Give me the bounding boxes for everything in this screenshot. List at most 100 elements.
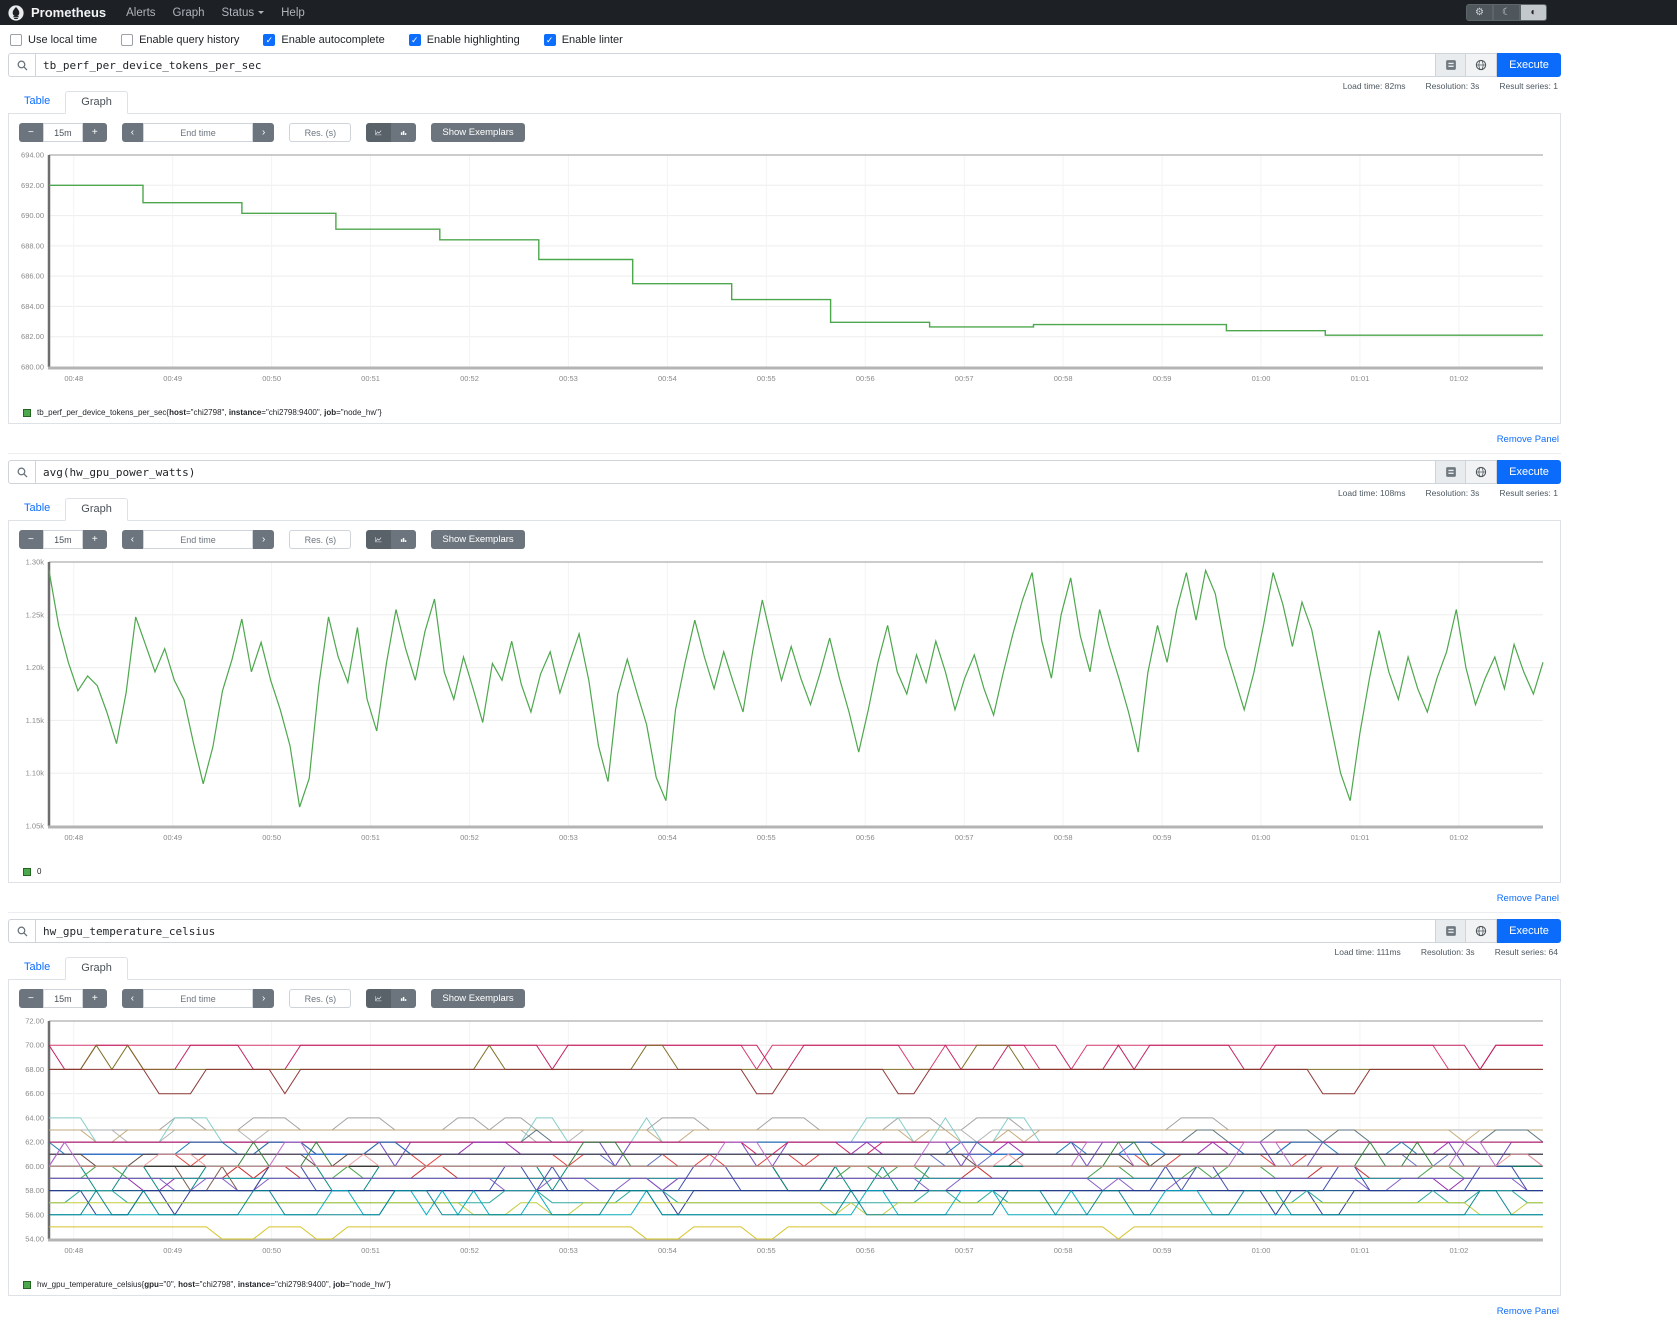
range-increase-button[interactable]: + [82, 123, 107, 142]
svg-text:00:57: 00:57 [955, 1246, 974, 1255]
option-enable-autocomplete[interactable]: ✓ Enable autocomplete [263, 34, 385, 46]
svg-text:01:02: 01:02 [1450, 1246, 1469, 1255]
execute-button[interactable]: Execute [1497, 460, 1561, 484]
svg-text:00:54: 00:54 [658, 1246, 677, 1255]
svg-text:62.00: 62.00 [25, 1138, 44, 1147]
legend-item[interactable]: 0 [23, 867, 1553, 876]
svg-text:00:59: 00:59 [1153, 374, 1172, 383]
execute-button[interactable]: Execute [1497, 53, 1561, 77]
nav-item-status[interactable]: Status [222, 7, 265, 19]
stacked-chart-toggle[interactable] [391, 530, 417, 549]
option-enable-query-history[interactable]: Enable query history [121, 34, 239, 46]
checkbox-checked-icon[interactable]: ✓ [408, 34, 421, 46]
show-exemplars-button[interactable]: Show Exemplars [431, 530, 525, 549]
line-chart-toggle[interactable] [366, 989, 392, 1008]
option-enable-linter[interactable]: ✓ Enable linter [543, 34, 623, 46]
range-decrease-button[interactable]: − [19, 530, 43, 549]
range-input[interactable] [42, 989, 83, 1008]
line-chart-toggle[interactable] [366, 123, 392, 142]
resolution-input[interactable] [289, 530, 352, 549]
metrics-explorer-button[interactable] [1435, 919, 1466, 943]
graph-chart[interactable]: 1.30k 1.25k 1.20k 1.15k 1.10k 1.05k 00:48 00:49… [16, 556, 1553, 856]
show-exemplars-button[interactable]: Show Exemplars [431, 989, 525, 1008]
tab-table[interactable]: Table [24, 961, 51, 973]
resolution-input[interactable] [289, 123, 352, 142]
tab-table[interactable]: Table [24, 95, 51, 107]
legend-item[interactable]: tb_perf_per_device_tokens_per_sec{host="… [23, 408, 1553, 417]
svg-text:00:52: 00:52 [460, 833, 479, 842]
graph-chart[interactable]: 72.00 70.00 68.00 66.00 64.00 62.00 60.00 58.00… [16, 1015, 1553, 1269]
stacked-chart-icon [401, 537, 407, 542]
line-chart-toggle[interactable] [366, 530, 392, 549]
nav-item-graph[interactable]: Graph [172, 6, 205, 19]
graph-controls: − + ‹ › [19, 530, 1553, 549]
query-help-button[interactable] [1466, 53, 1497, 77]
svg-text:00:50: 00:50 [262, 374, 281, 383]
range-decrease-button[interactable]: − [19, 989, 43, 1008]
tab-graph[interactable]: Graph [65, 957, 128, 980]
option-enable-highlighting[interactable]: ✓ Enable highlighting [408, 34, 520, 46]
query-help-button[interactable] [1466, 919, 1497, 943]
svg-text:00:51: 00:51 [361, 1246, 380, 1255]
option-label: Use local time [28, 34, 98, 46]
legend-label: hw_gpu_temperature_celsius{gpu="0", host… [37, 1280, 391, 1289]
checkbox-checked-icon[interactable]: ✓ [543, 34, 556, 46]
resolution-input[interactable] [289, 989, 352, 1008]
query-help-button[interactable] [1466, 460, 1497, 484]
range-decrease-button[interactable]: − [19, 123, 43, 142]
nav-item-alerts[interactable]: Alerts [126, 6, 156, 19]
end-time-input[interactable] [143, 989, 254, 1008]
query-panel: Execute Load time: 111ms Resolution: 3s … [8, 919, 1561, 1325]
theme-auto-button[interactable]: ◐ [1520, 4, 1547, 21]
svg-text:00:48: 00:48 [64, 833, 83, 842]
time-forward-button[interactable]: › [253, 123, 275, 142]
tab-table[interactable]: Table [24, 502, 51, 514]
stacked-chart-toggle[interactable] [391, 123, 417, 142]
query-stats: Load time: 111ms Resolution: 3s Result s… [8, 943, 1561, 957]
panel-tabs: Table Graph [8, 91, 1561, 114]
load-time: Load time: 111ms [1334, 947, 1401, 957]
time-forward-button[interactable]: › [253, 530, 275, 549]
stacked-chart-toggle[interactable] [391, 989, 417, 1008]
svg-text:00:58: 00:58 [1054, 833, 1073, 842]
end-time-input[interactable] [143, 123, 254, 142]
time-forward-button[interactable]: › [253, 989, 275, 1008]
expression-input[interactable] [35, 53, 1435, 77]
top-navbar: Prometheus Alerts Graph Status Help ⚙ ☾ ◐ [0, 0, 1677, 25]
execute-button[interactable]: Execute [1497, 919, 1561, 943]
end-time-input[interactable] [143, 530, 254, 549]
remove-panel-link[interactable]: Remove Panel [1496, 893, 1559, 904]
theme-dark-button[interactable]: ☾ [1493, 4, 1520, 21]
resolution: Resolution: 3s [1425, 488, 1480, 498]
svg-text:66.00: 66.00 [25, 1089, 44, 1098]
range-increase-button[interactable]: + [82, 989, 107, 1008]
chart-axis-labels: 72.00 70.00 68.00 66.00 64.00 62.00 60.00 58.00… [25, 1017, 1468, 1256]
expression-input[interactable] [35, 919, 1435, 943]
globe-icon [1475, 59, 1487, 71]
nav-item-help[interactable]: Help [281, 6, 305, 19]
svg-text:00:58: 00:58 [1054, 374, 1073, 383]
range-increase-button[interactable]: + [82, 530, 107, 549]
tab-graph[interactable]: Graph [65, 91, 128, 114]
metrics-explorer-button[interactable] [1435, 53, 1466, 77]
remove-panel-link[interactable]: Remove Panel [1496, 1306, 1559, 1317]
theme-light-button[interactable]: ⚙ [1466, 4, 1493, 21]
time-back-button[interactable]: ‹ [121, 989, 144, 1008]
time-back-button[interactable]: ‹ [121, 123, 144, 142]
app-title[interactable]: Prometheus [31, 5, 107, 20]
remove-panel-link[interactable]: Remove Panel [1496, 434, 1559, 445]
option-use-local-time[interactable]: Use local time [10, 34, 97, 46]
range-input[interactable] [42, 123, 83, 142]
checkbox-unchecked-icon[interactable] [10, 34, 22, 46]
graph-chart[interactable]: 694.00 692.00 690.00 688.00 686.00 684.00 682.… [16, 149, 1553, 397]
metrics-explorer-button[interactable] [1435, 460, 1466, 484]
expression-input[interactable] [35, 460, 1435, 484]
globe-icon [1475, 466, 1487, 478]
range-input[interactable] [42, 530, 83, 549]
checkbox-checked-icon[interactable]: ✓ [263, 34, 276, 46]
show-exemplars-button[interactable]: Show Exemplars [431, 123, 525, 142]
checkbox-unchecked-icon[interactable] [121, 34, 134, 46]
tab-graph[interactable]: Graph [65, 498, 128, 521]
time-back-button[interactable]: ‹ [121, 530, 144, 549]
legend-item[interactable]: hw_gpu_temperature_celsius{gpu="0", host… [23, 1280, 1553, 1289]
